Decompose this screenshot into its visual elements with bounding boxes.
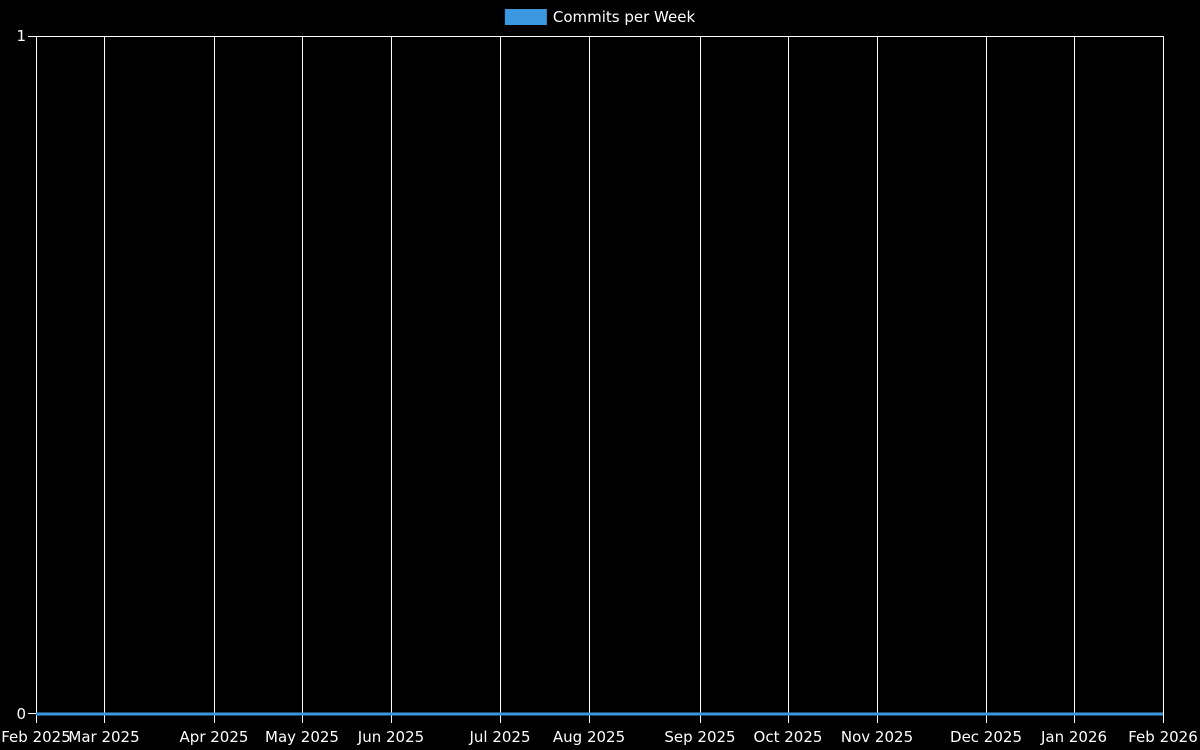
data-line-commits-per-week: [36, 712, 1163, 716]
plot-area: [36, 36, 1164, 723]
x-gridline: [589, 36, 590, 723]
x-gridline: [214, 36, 215, 723]
x-axis-tick-label: Oct 2025: [753, 728, 823, 746]
x-axis-tick-label: Mar 2025: [68, 728, 140, 746]
y-gridline: [36, 36, 1163, 37]
x-axis-tick-label: Jul 2025: [469, 728, 531, 746]
y-axis-tick-label: 1: [16, 27, 26, 45]
x-axis-tick-label: Nov 2025: [840, 728, 914, 746]
legend-series-label: Commits per Week: [552, 8, 696, 26]
x-gridline: [788, 36, 789, 723]
x-gridline: [700, 36, 701, 723]
x-gridline: [877, 36, 878, 723]
x-axis-tick-label: Apr 2025: [179, 728, 249, 746]
x-axis-tick-label: Feb 2026: [1128, 728, 1198, 746]
x-gridline: [104, 36, 105, 723]
chart-legend: Commits per Week: [504, 8, 696, 26]
x-axis-tick-label: Jan 2026: [1040, 728, 1108, 746]
x-axis-tick-label: Feb 2025: [1, 728, 71, 746]
legend-color-swatch-icon: [504, 9, 547, 25]
x-axis-tick-label: Sep 2025: [664, 728, 736, 746]
y-axis-tick: [28, 36, 36, 37]
x-axis-tick-label: May 2025: [265, 728, 339, 746]
y-axis-tick-label: 0: [16, 705, 26, 723]
y-axis-tick: [28, 713, 36, 714]
x-axis-tick-label: Jun 2025: [357, 728, 425, 746]
x-axis-tick-label: Aug 2025: [552, 728, 626, 746]
x-gridline: [500, 36, 501, 723]
x-gridline: [36, 36, 37, 723]
x-gridline: [302, 36, 303, 723]
x-axis-tick-label: Dec 2025: [950, 728, 1022, 746]
x-gridline: [1074, 36, 1075, 723]
x-gridline: [1163, 36, 1164, 723]
x-gridline: [986, 36, 987, 723]
x-gridline: [391, 36, 392, 723]
